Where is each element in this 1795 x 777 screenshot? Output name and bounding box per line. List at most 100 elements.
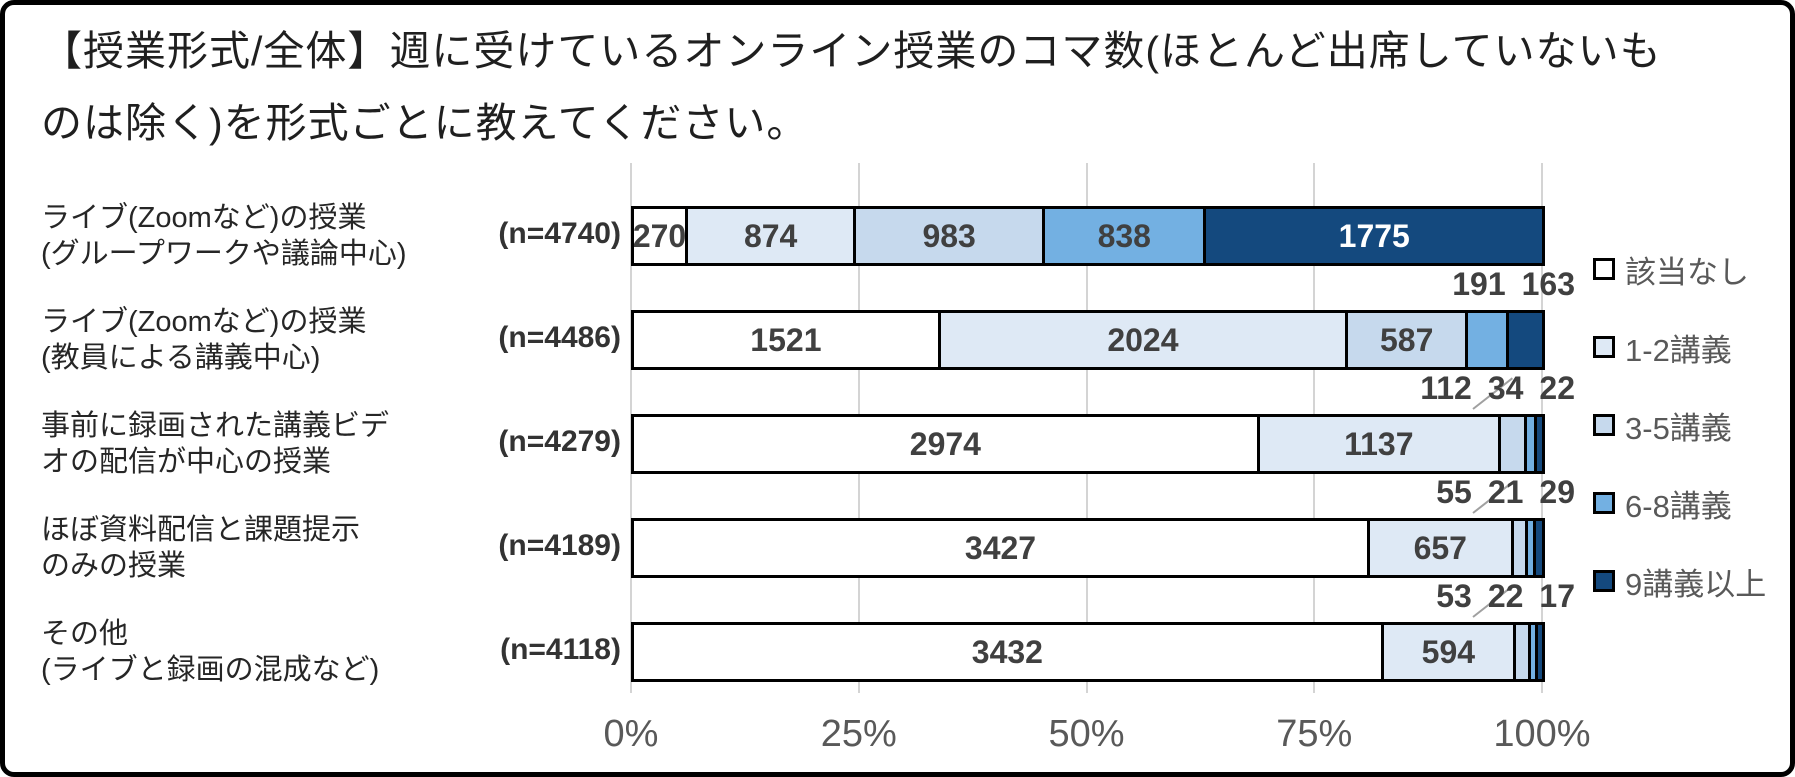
bar-segment — [1525, 521, 1533, 575]
callout-labels: 53 22 17 — [1436, 578, 1575, 614]
bar-segment: 1775 — [1203, 209, 1542, 263]
bar-segment-label: 2024 — [1107, 321, 1179, 358]
bar-segment — [1524, 417, 1535, 471]
callout-label: 34 — [1487, 369, 1524, 406]
bar-segment: 983 — [853, 209, 1043, 263]
bar-segment-label: 587 — [1379, 321, 1434, 358]
x-axis-tick-label: 50% — [1048, 713, 1125, 755]
x-axis-tick-label: 100% — [1493, 713, 1591, 755]
chart-title: 【授業形式/全体】週に受けているオンライン授業のコマ数(ほとんど出席していないも… — [41, 15, 1771, 159]
legend-swatch — [1593, 336, 1615, 358]
legend-item: 9講義以上 — [1593, 564, 1766, 602]
sample-size-label: (n=4118) — [500, 633, 621, 666]
callout-label: 55 — [1436, 473, 1472, 510]
category-label: 事前に録画された講義ビデ オの配信が中心の授業 — [41, 408, 451, 480]
stacked-bar: 3432 594 — [631, 622, 1545, 682]
bar-segment — [1465, 313, 1507, 367]
bar-segment: 2974 — [634, 417, 1257, 471]
stacked-bar: 2974 1137 — [631, 414, 1545, 474]
bar-segment — [1532, 521, 1542, 575]
bar-segment: 270 — [632, 209, 687, 263]
legend-label: 1-2講義 — [1625, 332, 1732, 368]
bar-segment-label: 594 — [1421, 633, 1476, 670]
category-label-line: オの配信が中心の授業 — [41, 446, 332, 478]
legend-swatch — [1593, 570, 1615, 592]
category-label-line: (グループワークや議論中心) — [41, 238, 407, 270]
bar-segment: 2024 — [937, 313, 1346, 367]
category-label-line: その他 — [41, 618, 129, 650]
bar-segment-label: 2974 — [909, 425, 981, 462]
bar-segment — [1535, 625, 1542, 679]
bar-segment-label: 1521 — [750, 321, 822, 358]
category-label-line: ライブ(Zoomなど)の授業 — [41, 306, 367, 338]
bar-segment: 594 — [1380, 625, 1513, 679]
bar-segment: 1137 — [1256, 417, 1498, 471]
bar-segment-label: 1137 — [1344, 425, 1414, 462]
bar-segment: 874 — [685, 209, 854, 263]
category-label: ほぼ資料配信と課題提示 のみの授業 — [41, 512, 451, 584]
stacked-bar: 3427 657 — [631, 518, 1545, 578]
bar-segment: 3432 — [634, 625, 1381, 679]
legend-swatch — [1593, 414, 1615, 436]
bar-segment — [1534, 417, 1542, 471]
sample-size-label: (n=4279) — [498, 425, 621, 458]
bar-segment — [1506, 313, 1543, 367]
x-axis-tick-label: 0% — [603, 713, 659, 755]
category-label-line: ライブ(Zoomなど)の授業 — [41, 202, 367, 234]
callout-labels: 112 34 22 — [1420, 370, 1575, 406]
sample-size-label: (n=4740) — [498, 217, 621, 250]
legend-label: 該当なし — [1625, 254, 1749, 290]
callout-label: 163 — [1521, 265, 1575, 302]
callout-label: 22 — [1487, 577, 1524, 614]
x-axis-tick-label: 75% — [1276, 713, 1353, 755]
callout-label: 191 — [1452, 265, 1506, 302]
category-label: その他 (ライブと録画の混成など) — [41, 616, 451, 688]
x-axis-tick-label: 25% — [820, 713, 897, 755]
sample-size-label: (n=4486) — [498, 321, 621, 354]
bar-segment — [1497, 417, 1525, 471]
category-label-line: (ライブと録画の混成など) — [41, 654, 380, 686]
callout-label: 22 — [1539, 369, 1575, 406]
legend-swatch — [1593, 492, 1615, 514]
bar-segment — [1512, 625, 1528, 679]
bar-segment-label: 270 — [632, 217, 687, 254]
bar-segment: 1521 — [634, 313, 938, 367]
bar-segment-label: 838 — [1097, 217, 1151, 254]
chart-title-line-2: のは除く)を形式ごとに教えてください。 — [41, 100, 809, 146]
legend-item: 該当なし — [1593, 252, 1749, 290]
bar-segment: 587 — [1345, 313, 1466, 367]
bar-segment: 657 — [1367, 521, 1511, 575]
category-label: ライブ(Zoomなど)の授業 (教員による講義中心) — [41, 304, 451, 376]
callout-labels: 55 21 29 — [1436, 474, 1575, 510]
bar-segment — [1527, 625, 1536, 679]
category-label-line: ほぼ資料配信と課題提示 — [41, 514, 361, 546]
bar-segment-label: 874 — [743, 217, 798, 254]
stacked-bar: 1521 2024 587 — [631, 310, 1545, 370]
chart-title-line-1: 【授業形式/全体】週に受けているオンライン授業のコマ数(ほとんど出席していないも — [41, 28, 1662, 74]
callout-labels: 191 163 — [1452, 266, 1575, 302]
bar-segment — [1510, 521, 1526, 575]
legend-item: 3-5講義 — [1593, 408, 1732, 446]
bar-segment-label: 3432 — [971, 633, 1043, 670]
callout-label: 21 — [1487, 473, 1524, 510]
category-label: ライブ(Zoomなど)の授業 (グループワークや議論中心) — [41, 200, 451, 272]
chart-area: 0% 25% 50% 75% 100% ライブ(Zoomなど)の授業 (グループワークや議論… — [5, 5, 1790, 772]
category-label-line: 事前に録画された講義ビデ — [41, 410, 390, 442]
callout-label: 112 — [1420, 369, 1472, 406]
legend-item: 1-2講義 — [1593, 330, 1732, 368]
category-label-line: のみの授業 — [41, 550, 187, 582]
legend-item: 6-8講義 — [1593, 486, 1732, 524]
bar-segment-label: 1775 — [1338, 217, 1410, 254]
sample-size-label: (n=4189) — [498, 529, 621, 562]
category-label-line: (教員による講義中心) — [41, 342, 321, 374]
legend-label: 3-5講義 — [1625, 410, 1732, 446]
legend-swatch — [1593, 258, 1615, 280]
callout-label: 53 — [1436, 577, 1472, 614]
bar-segment-label: 657 — [1413, 529, 1467, 566]
bar-segment-label: 3427 — [964, 529, 1037, 566]
bar-segment-label: 983 — [922, 217, 976, 254]
callout-label: 17 — [1539, 577, 1575, 614]
bar-segment: 838 — [1042, 209, 1204, 263]
legend-label: 9講義以上 — [1625, 566, 1767, 602]
